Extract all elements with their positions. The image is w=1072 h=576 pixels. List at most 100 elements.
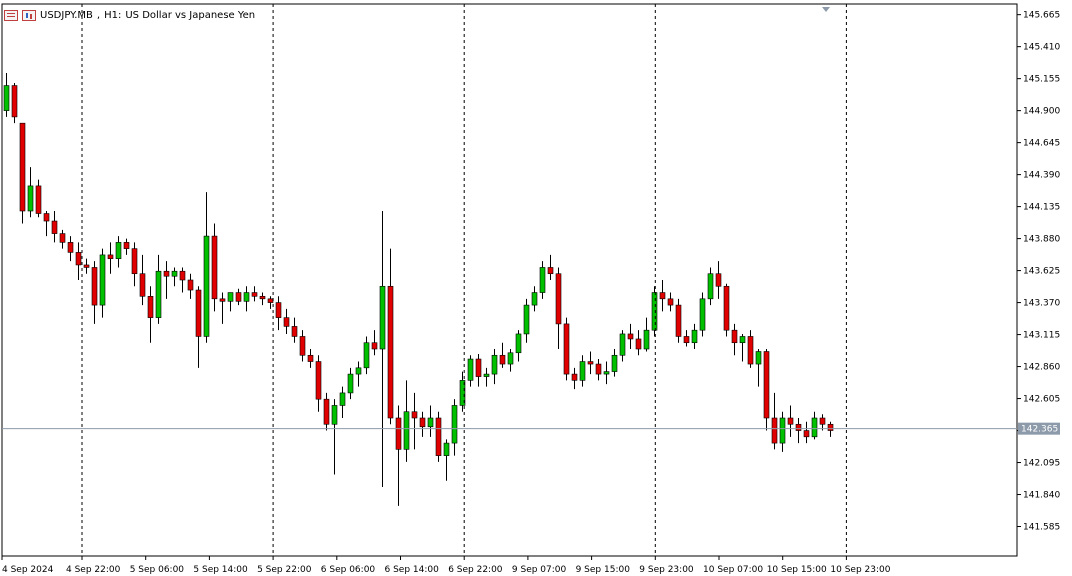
y-tick-label: 143.625 [1023, 267, 1060, 277]
plot-frame [1, 3, 1018, 557]
bull-candle [3, 85, 10, 111]
bear-candle [595, 363, 602, 375]
bull-candle [155, 270, 162, 318]
bear-candle [323, 398, 330, 425]
bull-candle [603, 371, 610, 375]
bull-candle [459, 380, 466, 406]
y-tick-label: 144.900 [1023, 107, 1060, 117]
bull-candle [403, 411, 410, 450]
bear-candle [747, 336, 754, 365]
bull-candle [619, 333, 626, 356]
bear-candle [435, 417, 442, 456]
bull-candle [451, 405, 458, 444]
bear-candle [299, 336, 306, 356]
bull-candle [243, 292, 250, 302]
bear-candle [795, 423, 802, 431]
bear-candle [723, 285, 730, 331]
bear-candle [139, 273, 146, 297]
bear-candle [771, 417, 778, 444]
y-tick-label: 145.155 [1023, 75, 1060, 85]
bull-candle [115, 242, 122, 259]
bull-candle [779, 417, 786, 444]
bear-candle [667, 298, 674, 306]
bear-candle [59, 233, 66, 243]
list-icon[interactable] [4, 10, 18, 21]
bear-candle [819, 417, 826, 425]
current-price-badge [1018, 422, 1060, 435]
x-tick-label: 5 Sep 22:00 [257, 565, 312, 575]
bear-candle [571, 373, 578, 381]
bear-candle [75, 252, 82, 266]
bear-candle [563, 323, 570, 375]
bear-candle [251, 292, 258, 297]
bear-candle [187, 279, 194, 291]
bear-candle [419, 417, 426, 428]
bull-candle [651, 292, 658, 331]
bear-candle [211, 235, 218, 300]
bull-candle [203, 235, 210, 337]
symbol-description: US Dollar vs Japanese Yen [125, 10, 256, 21]
bear-candle [627, 333, 634, 340]
bull-candle [355, 367, 362, 375]
bear-candle [371, 342, 378, 350]
bear-candle [555, 273, 562, 325]
x-tick-label: 9 Sep 07:00 [512, 565, 567, 575]
bull-candle [531, 292, 538, 306]
y-tick-label: 144.390 [1023, 171, 1060, 181]
y-tick-label: 141.840 [1023, 491, 1060, 501]
bull-candle [379, 285, 386, 350]
bull-candle [699, 298, 706, 331]
x-tick-label: 4 Sep 2024 [2, 565, 54, 575]
y-tick-label: 145.665 [1023, 11, 1060, 21]
bull-candle [363, 342, 370, 369]
y-tick-label: 143.370 [1023, 299, 1060, 309]
bull-candle [643, 329, 650, 350]
bull-candle [739, 336, 746, 344]
bull-candle [539, 267, 546, 293]
bear-candle [275, 302, 282, 318]
bear-candle [475, 358, 482, 377]
bull-candle [443, 442, 450, 456]
bear-candle [147, 296, 154, 318]
bear-candle [43, 213, 50, 222]
bear-candle [91, 267, 98, 306]
y-tick-label: 144.645 [1023, 139, 1060, 149]
bull-candle [755, 351, 762, 365]
bear-candle [683, 336, 690, 344]
bear-candle [235, 292, 242, 302]
y-tick-label: 145.410 [1023, 43, 1060, 53]
bear-candle [259, 296, 266, 300]
x-tick-label: 6 Sep 14:00 [385, 565, 440, 575]
bear-candle [83, 264, 90, 268]
y-tick-label: 143.115 [1023, 331, 1060, 341]
bear-candle [547, 267, 554, 275]
bear-candle [307, 354, 314, 362]
x-tick-label: 6 Sep 06:00 [321, 565, 376, 575]
x-tick-label: 6 Sep 22:00 [448, 565, 503, 575]
bear-candle [315, 361, 322, 400]
bear-candle [291, 326, 298, 337]
bear-candle [51, 220, 58, 234]
y-tick-label: 142.860 [1023, 363, 1060, 373]
bear-candle [163, 270, 170, 277]
symbol-label: USDJPY.MB [40, 10, 93, 21]
chart-icon[interactable] [22, 10, 36, 21]
bull-candle [491, 354, 498, 375]
x-tick-label: 4 Sep 22:00 [66, 565, 121, 575]
x-tick-label: 9 Sep 23:00 [639, 565, 694, 575]
timeframe-label: H1: [104, 10, 122, 21]
bear-candle [35, 185, 42, 214]
bear-candle [635, 338, 642, 350]
bear-candle [659, 292, 666, 300]
bear-candle [763, 351, 770, 419]
bull-candle [171, 270, 178, 277]
bull-candle [707, 273, 714, 300]
bear-candle [827, 423, 834, 431]
y-tick-label: 144.135 [1023, 203, 1060, 213]
shift-marker [822, 7, 830, 12]
x-tick-label: 5 Sep 14:00 [193, 565, 248, 575]
bear-candle [803, 430, 810, 438]
bear-candle [395, 417, 402, 450]
bear-candle [715, 273, 722, 287]
